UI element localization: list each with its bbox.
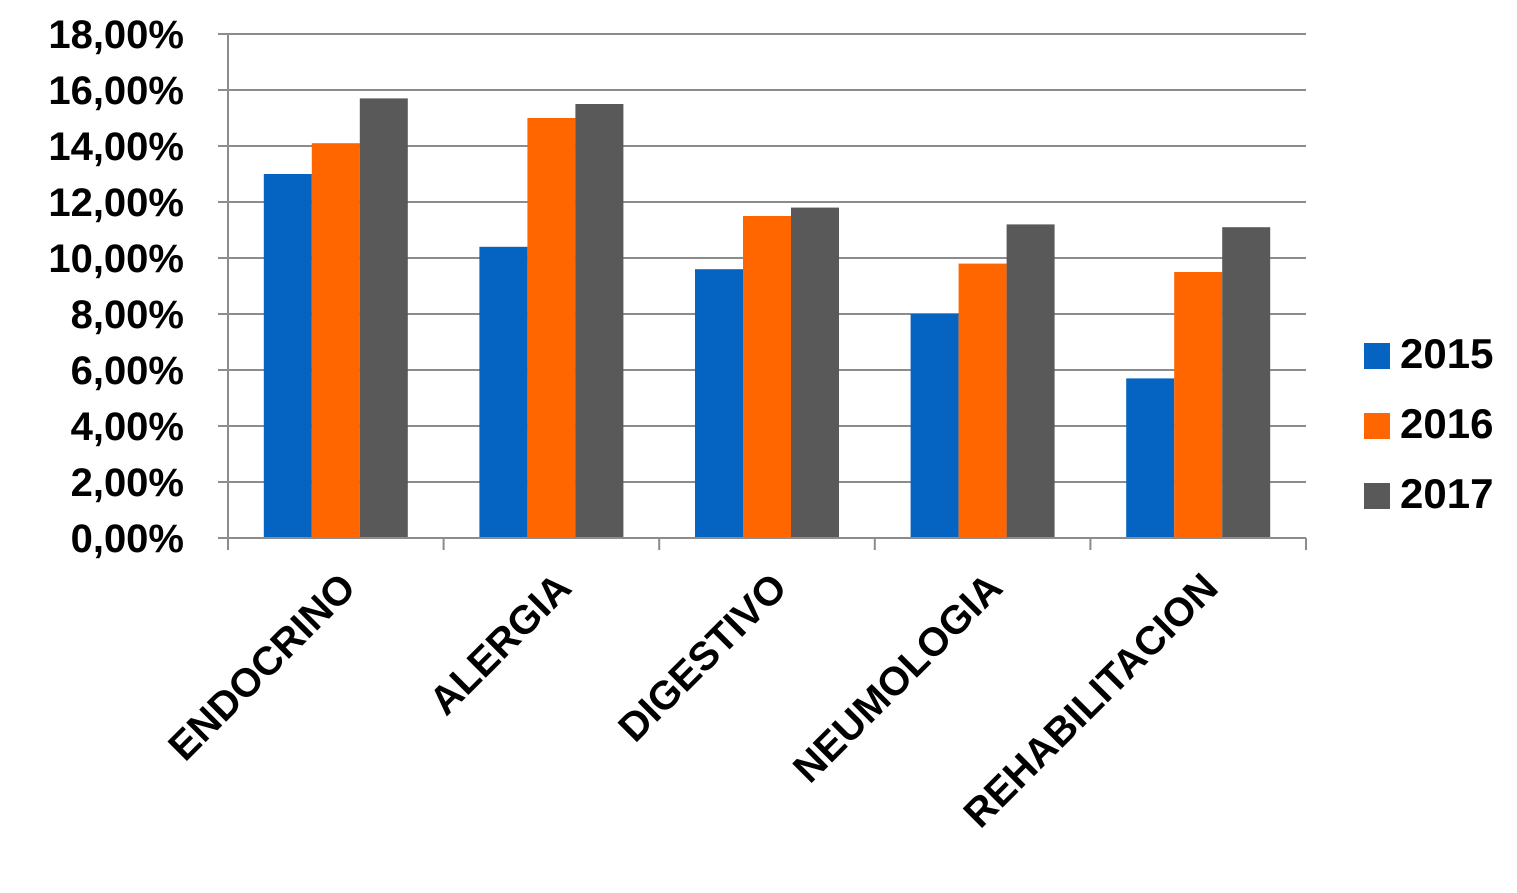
bar-2015-endocrino	[263, 174, 312, 538]
y-tick-label: 6,00%	[71, 349, 184, 393]
bar-2016-endocrino	[311, 143, 360, 538]
legend-swatch-2017	[1364, 483, 1390, 509]
bar-2016-rehabilitacion	[1174, 272, 1223, 538]
legend-label: 2016	[1400, 400, 1493, 447]
category-label: ALERGIA	[421, 565, 579, 723]
bar-2015-digestivo	[695, 269, 743, 538]
y-tick-label: 12,00%	[48, 181, 184, 225]
bar-2017-endocrino	[359, 98, 408, 539]
y-axis-tick-labels: 0,00% 2,00% 4,00% 6,00% 8,00% 10,00% 12,00% 14,…	[48, 13, 184, 561]
y-tick-label: 0,00%	[71, 517, 184, 561]
bars	[263, 98, 1271, 539]
category-label: ENDOCRINO	[160, 565, 364, 769]
x-axis	[227, 34, 1307, 550]
y-tick-label: 2,00%	[71, 461, 184, 505]
bar-2016-alergia	[527, 118, 576, 538]
bar-2017-rehabilitacion	[1222, 227, 1271, 538]
legend-label: 2017	[1400, 470, 1493, 517]
y-tick-label: 10,00%	[48, 237, 184, 281]
legend: 2015 2016 2017	[1364, 330, 1493, 517]
legend-swatch-2016	[1364, 413, 1390, 439]
y-tick-label: 8,00%	[71, 293, 184, 337]
legend-label: 2015	[1400, 330, 1493, 377]
y-tick-label: 18,00%	[48, 13, 184, 57]
y-tick-label: 16,00%	[48, 69, 184, 113]
category-labels: ENDOCRINO ALERGIA DIGESTIVONEUMOLOGIAREHAB…	[160, 565, 1226, 836]
bar-2017-digestivo	[791, 207, 839, 538]
bar-2015-neumologia	[910, 314, 959, 538]
bar-2015-rehabilitacion	[1126, 378, 1175, 538]
bar-2017-neumologia	[1006, 224, 1055, 538]
category-label: NEUMOLOGIA	[785, 565, 1011, 791]
y-tick-label: 4,00%	[71, 405, 184, 449]
legend-swatch-2015	[1364, 343, 1390, 369]
bar-2016-digestivo	[743, 216, 791, 538]
bar-2015-alergia	[479, 246, 528, 539]
y-tick-label: 14,00%	[48, 125, 184, 169]
category-label: DIGESTIVO	[610, 565, 795, 750]
bar-2017-alergia	[575, 104, 624, 538]
bar-2016-neumologia	[958, 263, 1007, 538]
